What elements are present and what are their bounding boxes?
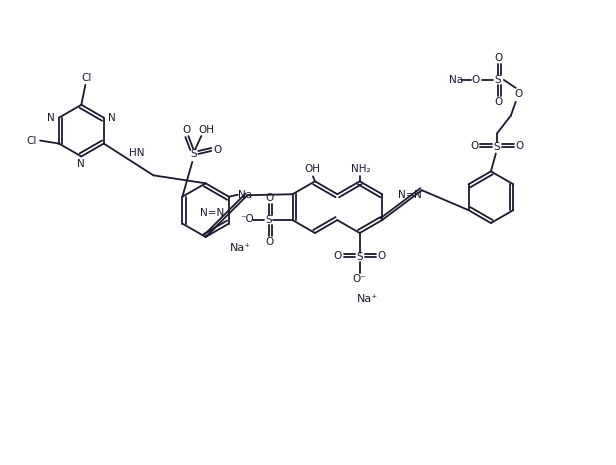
Text: OH: OH [198, 125, 214, 135]
Text: NH₂: NH₂ [351, 165, 371, 174]
Text: O: O [378, 251, 386, 261]
Text: N: N [47, 113, 55, 123]
Text: O: O [472, 75, 480, 85]
Text: N: N [78, 159, 85, 169]
Text: S: S [493, 141, 500, 152]
Text: O⁻: O⁻ [353, 274, 367, 284]
Text: OH: OH [304, 165, 320, 174]
Text: O: O [470, 140, 478, 151]
Text: Na⁺: Na⁺ [357, 293, 378, 304]
Text: O: O [265, 237, 274, 247]
Text: S: S [357, 252, 363, 262]
Text: O: O [213, 145, 221, 155]
Text: S: S [265, 215, 272, 225]
Text: Na: Na [449, 75, 463, 85]
Text: S: S [495, 75, 501, 85]
Text: O: O [495, 53, 503, 63]
Text: S: S [190, 149, 197, 159]
Text: Na: Na [238, 190, 252, 200]
Text: O: O [514, 89, 523, 99]
Text: O: O [182, 125, 190, 135]
Text: N: N [398, 190, 406, 200]
Text: ⁻O: ⁻O [240, 214, 254, 224]
Text: N=N: N=N [200, 208, 225, 218]
Text: N: N [108, 113, 116, 123]
Text: HN: HN [129, 148, 144, 159]
Text: O: O [265, 193, 274, 203]
Text: O: O [334, 251, 342, 261]
Text: Na⁺: Na⁺ [230, 243, 251, 253]
Text: Cl: Cl [81, 73, 92, 83]
Text: Cl: Cl [26, 136, 36, 146]
Text: N: N [414, 190, 422, 200]
Text: O: O [516, 140, 524, 151]
Text: =: = [405, 190, 415, 200]
Text: O: O [495, 97, 503, 107]
